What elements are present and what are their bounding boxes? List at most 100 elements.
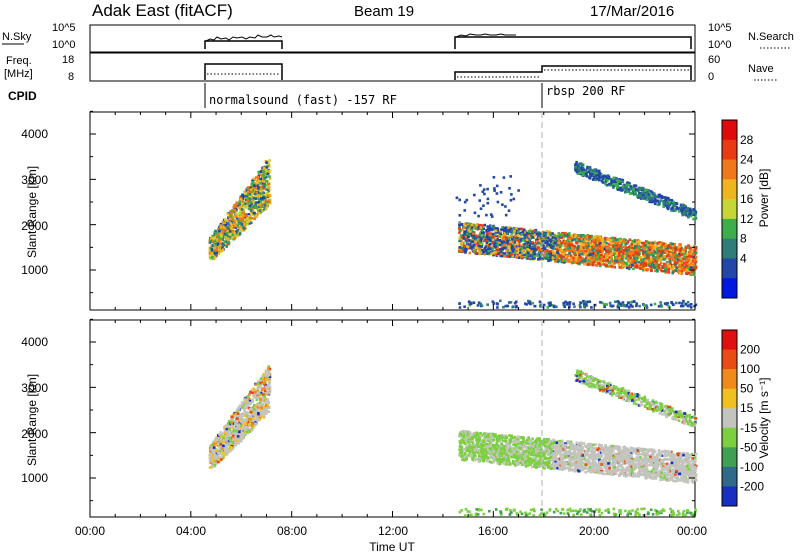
power-cell [592,245,596,248]
velocity-cell [248,393,251,397]
power-cell [617,254,621,257]
power-cell [588,251,591,255]
cpid-mode-1: normalsound (fast) -157 RF [209,93,397,107]
power-cell [649,303,653,307]
power-cell [227,230,230,233]
power-cell [635,257,638,260]
power-cell [232,221,236,224]
velocity-cell [246,413,249,416]
power-cell [250,221,253,225]
power-cell [642,247,646,250]
power-cell [694,210,698,214]
power-cell [606,258,610,262]
power-cell [467,224,470,228]
power-cell [602,175,605,178]
power-cell [655,260,659,263]
power-cell [560,249,564,252]
power-cell [555,247,559,250]
power-cell [667,257,670,260]
power-cell [631,264,634,267]
power-cell [238,230,241,233]
power-cell [623,254,627,258]
power-cell [236,219,239,223]
velocity-cell [225,435,229,439]
power-cell [549,240,553,243]
power-cell [675,257,678,261]
power-cell [509,253,513,256]
power-cell [533,233,537,236]
power-cell [593,251,596,254]
power-cell [488,232,492,235]
power-cell [575,160,578,164]
power-cell [689,273,693,277]
velocity-cell [240,434,243,438]
power-cell [659,261,663,265]
velocity-cell [268,375,272,379]
power-cell [638,256,642,259]
power-cell [620,260,623,263]
power-cell [464,251,467,254]
power-cell [484,249,487,252]
velocity-cell [263,415,266,419]
power-cell [524,254,528,257]
power-cell [589,168,593,172]
power-cell [671,200,675,203]
power-cell [458,225,461,229]
power-cell [552,234,555,238]
power-cell [590,174,593,177]
power-cell [691,270,694,273]
power-cell [582,170,585,174]
power-cell [259,181,262,185]
power-cell [603,236,607,240]
power-cell [598,240,601,243]
power-cell [231,209,234,212]
power-cell [657,305,661,308]
power-cell [472,243,476,247]
power-cell [227,228,231,231]
power-cell [662,269,666,273]
power-cell [502,235,505,238]
velocity-cell [229,447,232,451]
power-cell [489,243,492,246]
power-cell [476,304,480,307]
power-cell [232,211,235,214]
power-cell [472,301,476,304]
power-cell [466,227,470,230]
power-cell [533,244,537,248]
power-cell [602,177,606,180]
power-cell [673,251,677,255]
velocity-cell [243,414,246,417]
power-cell [549,303,553,307]
velocity-cell [214,441,218,445]
power-cell [659,304,663,307]
power-cell [678,271,682,275]
power-cell [686,304,690,308]
power-cell [208,241,212,244]
power-cell [501,225,504,229]
power-cell [660,257,663,260]
power-cell [625,185,629,189]
power-cell [616,184,620,188]
power-cell [213,239,217,243]
power-cell [497,241,501,244]
power-cell [585,300,588,304]
power-cell [520,233,524,236]
power-cell [229,235,232,239]
power-cell [215,238,219,241]
power-cell [471,238,475,241]
power-cell [680,209,683,212]
power-cell [694,266,698,270]
power-cell [680,268,684,272]
power-cell [592,174,596,178]
power-cell [210,234,214,238]
power-cell [669,267,672,270]
power-cell [258,195,262,199]
power-cell [666,206,669,209]
power-cell [484,245,488,248]
power-cell [556,255,560,258]
power-cell [666,262,669,265]
power-cell [230,226,233,229]
velocity-cell [221,453,224,457]
power-cell [613,240,616,244]
power-cell [477,244,480,248]
